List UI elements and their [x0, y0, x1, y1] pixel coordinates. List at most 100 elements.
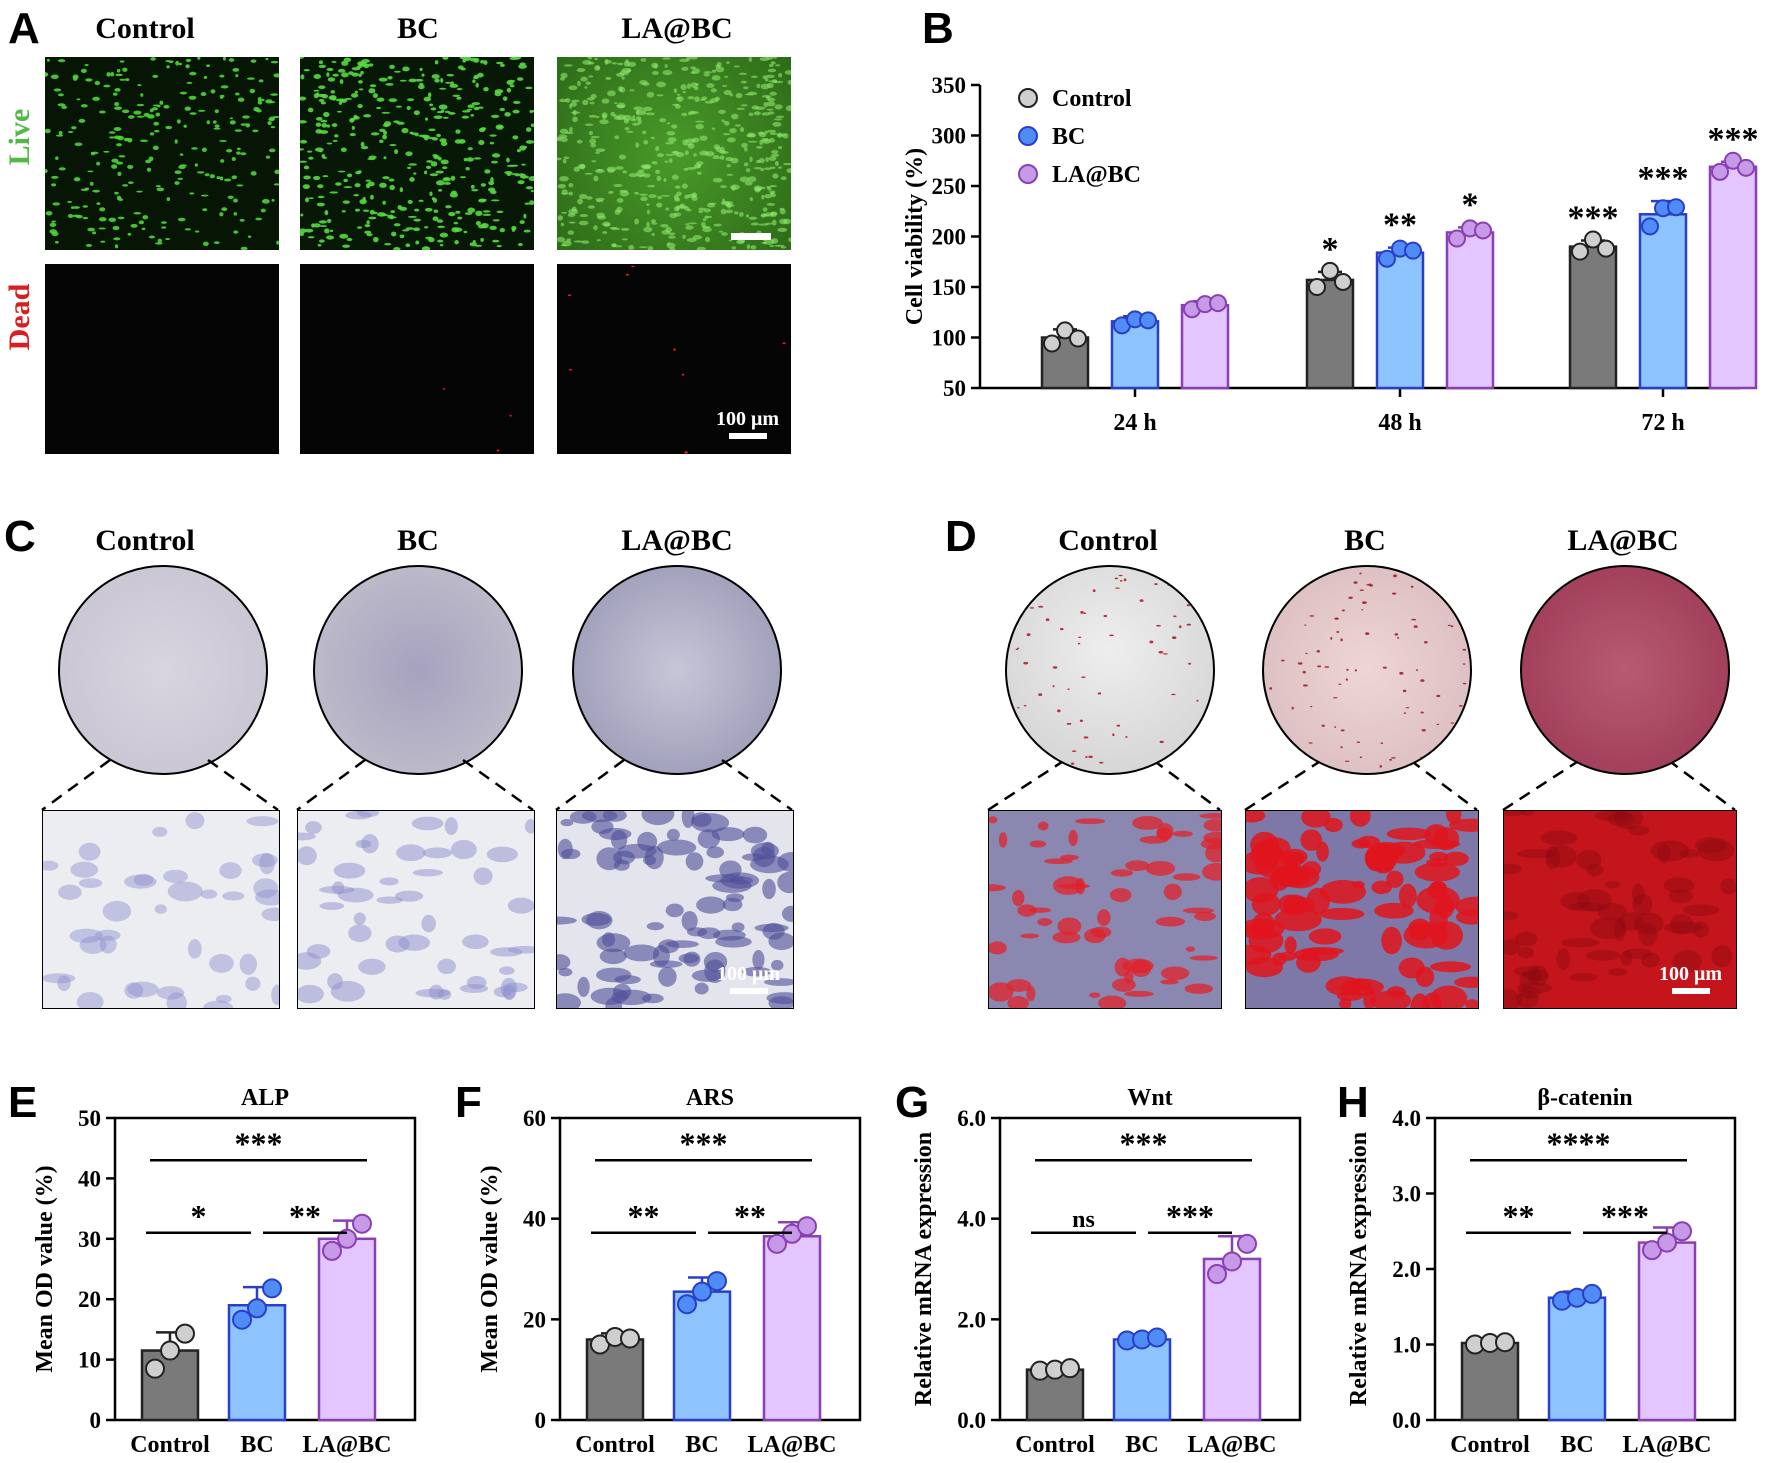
cell-dot: [655, 146, 660, 152]
cell-dot: [152, 104, 161, 107]
cell-dot: [1077, 642, 1081, 645]
cell-dot: [512, 100, 521, 104]
cell-dot: [742, 86, 749, 90]
cell-dot: [114, 244, 119, 249]
cell-dot: [557, 954, 571, 971]
cell-dot: [376, 97, 385, 102]
cell-dot: [133, 873, 154, 887]
cell-dot: [1370, 990, 1412, 1008]
cell-dot: [165, 237, 171, 241]
cell-dot: [219, 176, 224, 181]
cell-dot: [1330, 637, 1333, 640]
cell-dot: [1185, 946, 1196, 952]
cell-dot: [1006, 979, 1032, 992]
cell-dot: [1380, 742, 1384, 745]
bar: [317, 1237, 377, 1422]
cell-dot: [756, 83, 761, 89]
cell-dot: [624, 127, 630, 131]
cell-dot: [593, 175, 599, 182]
cell-dot: [500, 977, 518, 999]
scale-bar-dead: 100 μm: [705, 408, 790, 439]
cell-dot: [351, 125, 355, 130]
cell-dot: [1201, 863, 1221, 881]
cell-dot: [1623, 948, 1653, 959]
cell-dot: [1465, 999, 1478, 1008]
live-image-bc: [300, 57, 534, 250]
cell-dot: [772, 57, 778, 59]
cell-dot: [681, 66, 689, 71]
cell-dot: [724, 120, 730, 126]
cell-dot: [664, 160, 669, 163]
cell-dot: [785, 105, 791, 112]
cell-dot: [1336, 631, 1340, 633]
cell-dot: [431, 74, 440, 79]
cell-dot: [602, 811, 627, 822]
legend-label: BC: [1052, 124, 1085, 150]
cell-dot: [442, 388, 446, 390]
cell-dot: [1319, 907, 1365, 920]
cell-dot: [721, 84, 728, 87]
cell-dot: [319, 130, 329, 134]
cell-dot: [747, 140, 758, 143]
cell-dot: [1450, 722, 1455, 724]
cell-dot: [1078, 636, 1082, 638]
cell-dot: [313, 89, 320, 92]
data-point: [1711, 162, 1729, 181]
cell-dot: [523, 145, 528, 149]
cell-dot: [1586, 950, 1621, 961]
cell-dot: [1415, 669, 1419, 671]
cell-dot: [562, 158, 567, 164]
cell-dot: [492, 239, 500, 243]
cell-dot: [512, 109, 520, 114]
cell-dot: [1279, 852, 1305, 867]
cell-dot: [614, 135, 620, 140]
cell-dot: [78, 118, 86, 123]
cell-dot: [366, 220, 370, 225]
cell-dot: [1172, 873, 1201, 881]
y-tick-label: 350: [932, 73, 967, 98]
cell-dot: [442, 116, 449, 119]
cell-dot: [319, 885, 355, 894]
cell-dot: [502, 96, 508, 101]
cell-dot: [630, 118, 637, 122]
cell-dot: [349, 117, 356, 122]
cell-dot: [640, 58, 647, 62]
cell-dot: [273, 73, 279, 78]
cell-dot: [693, 153, 697, 157]
cell-dot: [588, 75, 594, 78]
cell-dot: [558, 967, 573, 977]
significance-label: ***: [235, 1125, 283, 1161]
cell-dot: [568, 127, 573, 132]
cell-dot: [774, 244, 785, 247]
cell-dot: [175, 60, 180, 66]
cell-dot: [61, 105, 68, 110]
cell-dot: [413, 227, 421, 232]
cell-dot: [1669, 914, 1694, 935]
cell-dot: [512, 135, 519, 140]
cell-dot: [312, 175, 321, 181]
cell-dot: [395, 105, 402, 108]
cell-dot: [1302, 670, 1306, 674]
cell-dot: [316, 202, 325, 207]
cell-dot: [780, 245, 787, 249]
cell-dot: [220, 85, 229, 89]
cell-dot: [265, 155, 271, 159]
cell-dot: [165, 125, 173, 130]
chart-title: Wnt: [1127, 1085, 1172, 1111]
cell-dot: [608, 190, 614, 194]
cell-dot: [78, 878, 103, 889]
x-tick-label: BC: [685, 1432, 718, 1458]
cell-dot: [200, 92, 207, 97]
cell-dot: [589, 138, 597, 145]
cell-dot: [590, 135, 600, 139]
cell-dot: [419, 67, 423, 72]
cell-dot: [58, 884, 82, 900]
cell-dot: [1586, 863, 1604, 877]
cell-dot: [656, 81, 666, 88]
cell-dot: [219, 94, 225, 98]
cell-dot: [1361, 609, 1364, 611]
cell-dot: [186, 81, 193, 84]
cell-dot: [455, 129, 461, 134]
